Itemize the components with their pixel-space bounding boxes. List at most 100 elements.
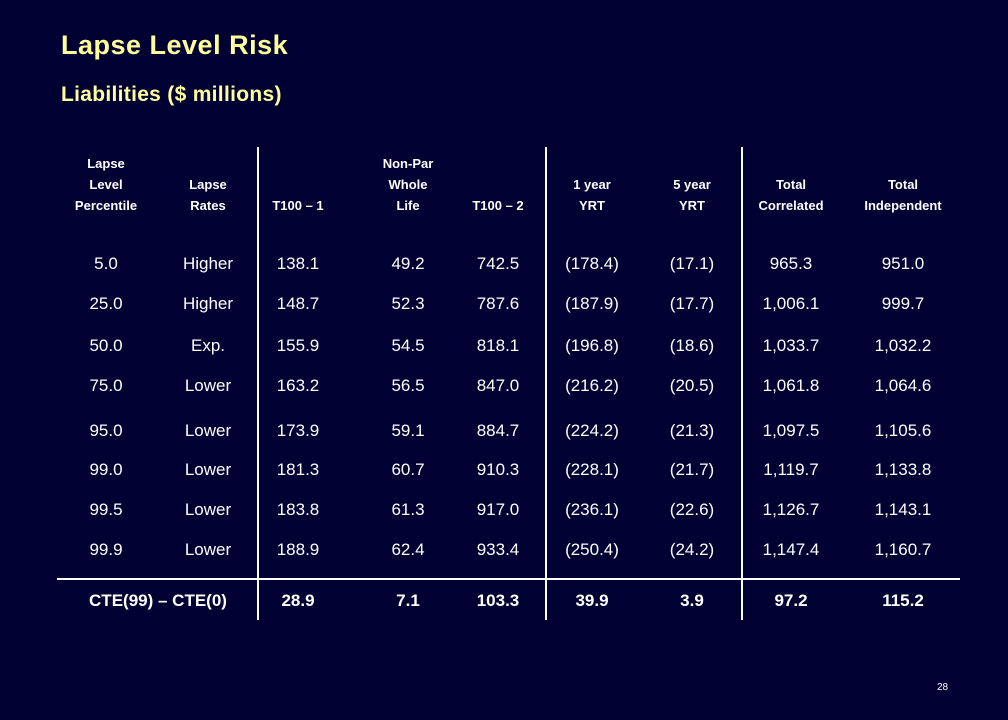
table-cell: (178.4): [565, 254, 619, 273]
table-cell: 61.3: [391, 500, 425, 519]
table-cell: 1,147.4: [762, 540, 820, 559]
table-cell: (20.5): [669, 376, 715, 395]
table-cell: 965.3: [769, 254, 813, 273]
divider-after-rates: [257, 147, 259, 620]
header-line: 1 year: [573, 177, 611, 192]
table-cell: (22.6): [669, 500, 715, 519]
table-cell: Higher: [182, 254, 234, 273]
table-cell: 138.1: [276, 254, 320, 273]
table-cell: 910.3: [476, 460, 520, 479]
table-cell: Lower: [184, 460, 232, 479]
header-line: Non-Par: [382, 156, 434, 171]
table-cell: 95.0: [89, 421, 123, 440]
table-cell: 5.0: [94, 254, 118, 273]
cte-row-value: 7.1: [396, 591, 420, 610]
table-cell: (216.2): [565, 376, 619, 395]
header-line: Total: [887, 177, 919, 192]
cte-row-value: 28.9: [281, 591, 315, 610]
divider-after-5yr-yrt: [741, 147, 743, 620]
header-line: Life: [396, 198, 420, 213]
table-cell: 1,032.2: [874, 336, 932, 355]
table-cell: (21.7): [669, 460, 715, 479]
header-1-year-yrt: 1 year YRT: [547, 146, 637, 216]
table-cell: 1,160.7: [874, 540, 932, 559]
cte-row-value: 39.9: [575, 591, 609, 610]
header-total-correlated: Total Correlated: [741, 146, 841, 216]
header-line: YRT: [579, 198, 605, 213]
table-cell: Lower: [184, 500, 232, 519]
slide-title: Lapse Level Risk: [61, 30, 289, 60]
table-cell: 1,064.6: [874, 376, 932, 395]
table-cell: 188.9: [276, 540, 320, 559]
table-cell: Exp.: [190, 336, 226, 355]
table-cell: (196.8): [565, 336, 619, 355]
header-line: Level: [89, 177, 123, 192]
table-cell: (236.1): [565, 500, 619, 519]
table-cell: 155.9: [276, 336, 320, 355]
table-cell: 163.2: [276, 376, 320, 395]
cte-row-value: 103.3: [476, 591, 520, 610]
table-cell: 54.5: [391, 336, 425, 355]
table-cell: Lower: [184, 421, 232, 440]
table-cell: 75.0: [89, 376, 123, 395]
table-cell: 1,061.8: [762, 376, 820, 395]
table-cell: 1,126.7: [762, 500, 820, 519]
header-line: Lapse: [87, 156, 125, 171]
table-cell: 181.3: [276, 460, 320, 479]
table-cell: 1,105.6: [874, 421, 932, 440]
header-line: T100 – 1: [272, 198, 324, 213]
header-total-independent: Total Independent: [848, 146, 958, 216]
header-line: T100 – 2: [472, 198, 524, 213]
table-cell: 62.4: [391, 540, 425, 559]
slide-number: 28: [937, 682, 949, 693]
table-cell: 818.1: [476, 336, 520, 355]
cte-row-value: 3.9: [680, 591, 704, 610]
table-cell: 25.0: [89, 294, 123, 313]
header-line: Whole: [388, 177, 428, 192]
cte-row-value: 115.2: [882, 591, 924, 610]
header-line: 5 year: [673, 177, 711, 192]
table-cell: 52.3: [391, 294, 425, 313]
cte-row-label: CTE(99) – CTE(0): [89, 591, 227, 610]
table-cell: (250.4): [565, 540, 619, 559]
header-line: Total: [775, 177, 807, 192]
table-cell: (18.6): [669, 336, 715, 355]
header-t100-1: T100 – 1: [258, 146, 338, 216]
table-cell: 1,133.8: [874, 460, 932, 479]
table-cell: 99.5: [89, 500, 123, 519]
table-cell: 56.5: [391, 376, 425, 395]
table-cell: 1,119.7: [763, 460, 819, 479]
header-lapse-level-percentile: Lapse Level Percentile: [58, 146, 154, 216]
table-cell: 59.1: [391, 421, 425, 440]
table-cell: 884.7: [476, 421, 520, 440]
table-cell: (228.1): [565, 460, 619, 479]
header-line: Percentile: [74, 198, 138, 213]
table-cell: 847.0: [476, 376, 520, 395]
table-cell: (21.3): [669, 421, 715, 440]
table-cell: 60.7: [391, 460, 425, 479]
table-cell: (17.7): [669, 294, 715, 313]
header-lapse-rates: Lapse Rates: [168, 146, 248, 216]
table-cell: 183.8: [276, 500, 320, 519]
table-cell: 1,033.7: [762, 336, 820, 355]
table-cell: 1,006.1: [762, 294, 820, 313]
table-cell: 787.6: [476, 294, 520, 313]
header-line: Correlated: [758, 198, 824, 213]
table-cell: 933.4: [476, 540, 520, 559]
table-cell: (24.2): [669, 540, 715, 559]
table-cell: 49.2: [391, 254, 425, 273]
header-t100-2: T100 – 2: [458, 146, 538, 216]
table-cell: (224.2): [565, 421, 619, 440]
table-cell: Lower: [184, 540, 232, 559]
table-cell: 50.0: [89, 336, 123, 355]
divider-after-t100-2: [545, 147, 547, 620]
table-cell: 742.5: [476, 254, 520, 273]
slide-subtitle: Liabilities ($ millions): [61, 83, 282, 106]
header-line: YRT: [679, 198, 705, 213]
table-cell: 99.0: [89, 460, 123, 479]
table-cell: Higher: [182, 294, 234, 313]
table-cell: 917.0: [476, 500, 520, 519]
table-cell: 99.9: [89, 540, 123, 559]
table-cell: 1,097.5: [762, 421, 820, 440]
header-line: Independent: [864, 198, 942, 213]
